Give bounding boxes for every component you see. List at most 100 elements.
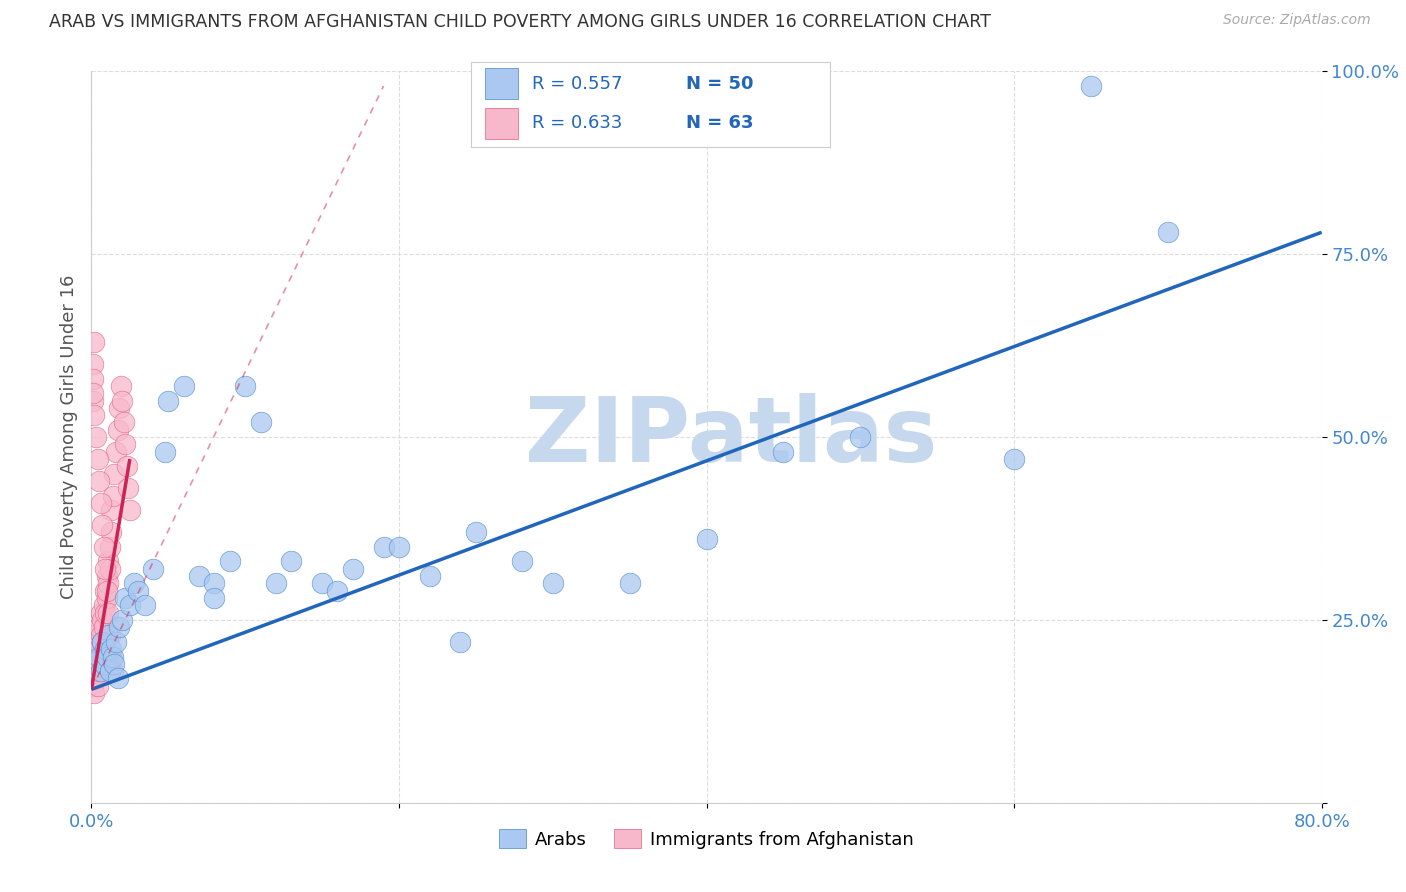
Point [388, 540, 411, 554]
Point [83, 664, 105, 678]
Point [311, 576, 333, 591]
Text: R = 0.557: R = 0.557 [531, 75, 623, 93]
Point [111, 393, 134, 408]
Point [108, 401, 131, 415]
Point [87, 474, 110, 488]
Point [91, 635, 114, 649]
FancyBboxPatch shape [485, 69, 517, 99]
Point [94, 562, 117, 576]
Point [93, 599, 115, 613]
Point [100, 525, 122, 540]
Point [82, 679, 104, 693]
Point [249, 416, 271, 430]
Point [233, 379, 256, 393]
Point [94, 606, 117, 620]
Point [124, 576, 146, 591]
Text: ARAB VS IMMIGRANTS FROM AFGHANISTAN CHILD POVERTY AMONG GIRLS UNDER 16 CORRELATI: ARAB VS IMMIGRANTS FROM AFGHANISTAN CHIL… [49, 13, 991, 31]
Point [91, 613, 114, 627]
Point [90, 496, 112, 510]
Point [342, 562, 364, 576]
Point [96, 583, 118, 598]
Point [110, 379, 132, 393]
Point [108, 620, 131, 634]
Point [105, 444, 127, 458]
Point [103, 467, 125, 481]
Point [114, 591, 136, 605]
Point [87, 620, 110, 634]
Point [142, 562, 165, 576]
Point [326, 583, 349, 598]
Legend: Arabs, Immigrants from Afghanistan: Arabs, Immigrants from Afghanistan [492, 822, 921, 856]
Point [118, 599, 141, 613]
Point [105, 635, 127, 649]
Point [90, 664, 112, 678]
Point [98, 540, 121, 554]
Point [202, 591, 225, 605]
Text: Source: ZipAtlas.com: Source: ZipAtlas.com [1223, 13, 1371, 28]
Point [103, 657, 125, 671]
Point [83, 408, 105, 422]
Point [82, 371, 104, 385]
Point [93, 657, 115, 671]
Point [202, 576, 225, 591]
Point [98, 562, 121, 576]
Point [84, 627, 107, 641]
Point [96, 569, 118, 583]
Point [82, 386, 104, 401]
Point [153, 444, 177, 458]
Point [86, 657, 108, 671]
Point [464, 525, 486, 540]
Point [98, 627, 121, 641]
Point [157, 393, 180, 408]
Point [134, 599, 156, 613]
Point [619, 576, 641, 591]
Point [82, 357, 104, 371]
Point [96, 649, 118, 664]
Point [100, 503, 122, 517]
Point [111, 613, 134, 627]
Point [97, 606, 120, 620]
Point [112, 416, 135, 430]
Point [84, 672, 107, 686]
Point [93, 540, 115, 554]
Point [696, 533, 718, 547]
Text: ZIPatlas: ZIPatlas [524, 393, 938, 481]
Point [83, 686, 105, 700]
Point [90, 627, 112, 641]
Text: N = 63: N = 63 [686, 114, 754, 132]
Point [849, 430, 872, 444]
Text: R = 0.633: R = 0.633 [531, 114, 623, 132]
Point [83, 334, 105, 349]
Point [1157, 225, 1180, 239]
Point [86, 452, 108, 467]
Point [115, 459, 138, 474]
Point [87, 649, 110, 664]
Point [101, 649, 124, 664]
Point [510, 554, 533, 568]
Point [1080, 78, 1102, 93]
Point [100, 649, 122, 664]
Point [264, 576, 287, 591]
Point [173, 379, 195, 393]
Point [82, 393, 104, 408]
Point [101, 664, 124, 678]
Point [87, 664, 110, 678]
Point [127, 583, 149, 598]
Point [541, 576, 564, 591]
Point [90, 649, 112, 664]
Point [84, 430, 107, 444]
Point [96, 591, 118, 605]
Point [188, 569, 211, 583]
Point [100, 642, 122, 657]
Point [280, 554, 302, 568]
Point [87, 642, 110, 657]
Point [101, 489, 124, 503]
Text: N = 50: N = 50 [686, 75, 754, 93]
Point [97, 554, 120, 568]
Point [449, 635, 471, 649]
Point [114, 437, 136, 451]
Point [97, 576, 120, 591]
Point [772, 444, 794, 458]
Point [90, 606, 112, 620]
Point [97, 627, 120, 641]
